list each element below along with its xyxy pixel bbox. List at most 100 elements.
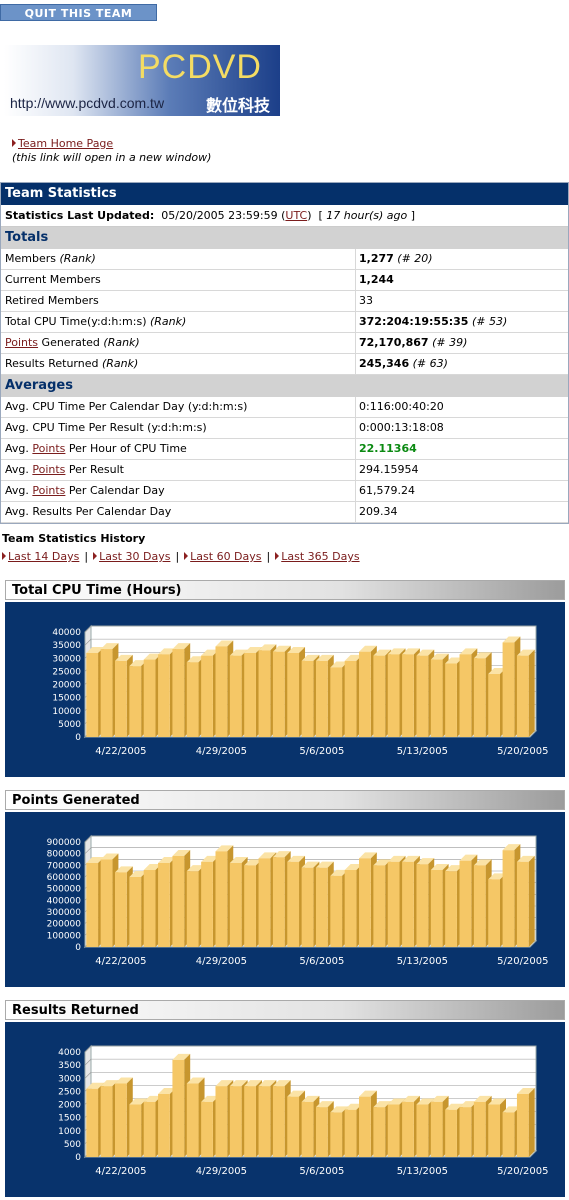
bar-top — [459, 648, 478, 655]
link-separator: | — [175, 550, 180, 563]
quit-team-button[interactable]: QUIT THIS TEAM — [0, 4, 157, 21]
team-home-link[interactable]: Team Home Page — [18, 137, 114, 150]
link-separator: | — [266, 550, 271, 563]
bar — [330, 875, 343, 947]
x-tick-label: 5/6/2005 — [299, 1166, 344, 1177]
bar — [459, 1107, 472, 1157]
bar-top — [516, 1088, 535, 1094]
bar-top — [301, 1095, 320, 1102]
bar-top — [445, 657, 463, 664]
bar-top — [86, 857, 105, 863]
bar — [100, 859, 113, 947]
points-link[interactable]: Points — [5, 336, 39, 349]
row-value: 209.34 — [359, 505, 398, 518]
bar-top — [373, 1101, 392, 1108]
points-link[interactable]: Points — [32, 463, 66, 476]
totals-header: Totals — [1, 227, 568, 249]
bar-top — [215, 845, 234, 852]
row-value-cell: 209.34 — [359, 502, 398, 522]
bar — [330, 1112, 343, 1157]
bar-top — [258, 644, 277, 651]
bar-top — [373, 859, 392, 866]
bar — [258, 650, 271, 737]
bar — [516, 1094, 529, 1157]
bar-top — [244, 1080, 262, 1087]
bar-top — [430, 653, 449, 660]
label-text: Current Members — [5, 273, 101, 286]
row-label: Avg. Points Per Calendar Day — [5, 481, 165, 501]
bar-top — [115, 866, 133, 873]
bar — [201, 1101, 213, 1157]
row-value-cell: 0:116:00:40:20 — [359, 397, 444, 417]
bar-top — [387, 855, 406, 862]
bar — [172, 856, 185, 947]
history-range-link[interactable]: Last 14 Days — [8, 550, 80, 563]
totals-row: Current Members 1,244 — [1, 270, 568, 291]
bar — [86, 1088, 99, 1157]
bar-top — [330, 661, 349, 668]
bar — [172, 1059, 185, 1157]
bar — [86, 863, 99, 947]
chart-panel-cpu-time: Total CPU Time (Hours) 0 5000 10000 15000 20… — [5, 580, 565, 777]
label-text: Avg. — [5, 442, 33, 455]
bar-top — [172, 850, 191, 856]
history-range-link[interactable]: Last 60 Days — [190, 550, 262, 563]
row-label: Avg. Points Per Result — [5, 460, 124, 480]
y-tick-label: 300000 — [47, 908, 82, 918]
bar — [100, 1086, 113, 1157]
bar-top — [402, 855, 420, 862]
history-range-link[interactable]: Last 30 Days — [99, 550, 171, 563]
row-label: Avg. CPU Time Per Calendar Day (y:d:h:m:… — [5, 397, 247, 417]
row-value: 61,579.24 — [359, 484, 415, 497]
bar-top — [473, 859, 492, 866]
bar — [86, 653, 99, 737]
bar-top — [301, 861, 320, 868]
bar-top — [244, 859, 262, 866]
x-tick-label: 5/6/2005 — [299, 746, 344, 757]
bar-top — [344, 1103, 363, 1110]
team-home-note: (this link will open in a new window) — [12, 151, 212, 164]
column-divider — [355, 291, 356, 311]
gridline — [84, 625, 92, 633]
row-label: Current Members — [5, 270, 101, 290]
points-link[interactable]: Points — [32, 442, 66, 455]
bar — [430, 659, 443, 737]
averages-rows: Avg. CPU Time Per Calendar Day (y:d:h:m:… — [1, 397, 568, 523]
bar — [115, 872, 127, 947]
row-value-cell: 72,170,867 (# 39) — [359, 333, 467, 353]
y-tick-label: 15000 — [52, 694, 81, 704]
y-tick-label: 0 — [75, 1153, 81, 1163]
history-range-link[interactable]: Last 365 Days — [281, 550, 360, 563]
bar-top — [129, 1098, 148, 1105]
y-tick-label: 900000 — [47, 838, 82, 848]
row-value: 294.15954 — [359, 463, 419, 476]
bar — [359, 858, 371, 947]
bar — [186, 662, 199, 737]
x-tick-label: 4/22/2005 — [95, 956, 146, 967]
points-link[interactable]: Points — [32, 484, 66, 497]
bar-top — [330, 1106, 349, 1113]
bar-top — [315, 654, 334, 661]
bar-top — [115, 1077, 133, 1084]
bar-top — [445, 865, 463, 872]
bar — [502, 1112, 515, 1157]
averages-header: Averages — [1, 375, 568, 397]
bar-top — [516, 649, 535, 656]
bar — [373, 865, 386, 947]
bar — [473, 658, 486, 737]
row-value-cell: 1,244 — [359, 270, 394, 290]
bar — [272, 857, 285, 947]
y-tick-label: 3000 — [58, 1074, 81, 1084]
row-label: Results Returned (Rank) — [5, 354, 138, 374]
bar-top — [158, 1088, 176, 1094]
bar — [201, 861, 213, 947]
bar — [387, 861, 400, 947]
y-tick-label: 600000 — [47, 873, 82, 883]
utc-link[interactable]: UTC — [285, 209, 308, 222]
label-text: Avg. — [5, 484, 33, 497]
bar — [201, 655, 213, 737]
y-tick-label: 1500 — [58, 1114, 81, 1124]
row-value-cell: 1,277 (# 20) — [359, 249, 433, 269]
bar — [129, 877, 142, 947]
bar-top — [359, 852, 377, 859]
